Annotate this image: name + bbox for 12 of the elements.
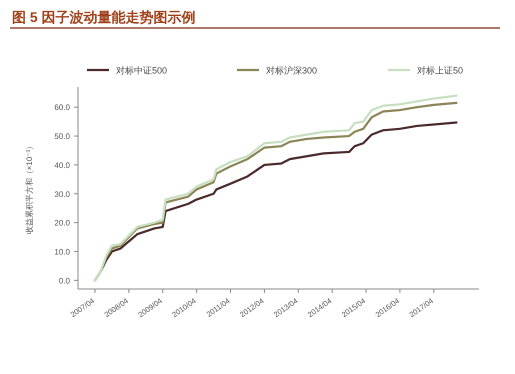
y-tick-label: 0.0 <box>58 276 71 286</box>
y-tick-label: 40.0 <box>54 160 71 170</box>
y-tick-label: 50.0 <box>54 132 71 142</box>
y-tick-label: 10.0 <box>54 247 71 256</box>
y-axis-title: 收益累积平方和（×10⁻³） <box>25 142 34 234</box>
y-tick-label: 30.0 <box>54 190 71 199</box>
y-tick-label: 60.0 <box>54 103 71 112</box>
legend-label: 对标上证50 <box>417 66 464 76</box>
legend-label: 对标沪深300 <box>266 66 318 76</box>
y-tick-label: 20.0 <box>54 218 71 228</box>
chart-title: 图 5 因子波动量能走势图示例 <box>12 9 196 25</box>
legend-label: 对标中证500 <box>116 66 168 76</box>
